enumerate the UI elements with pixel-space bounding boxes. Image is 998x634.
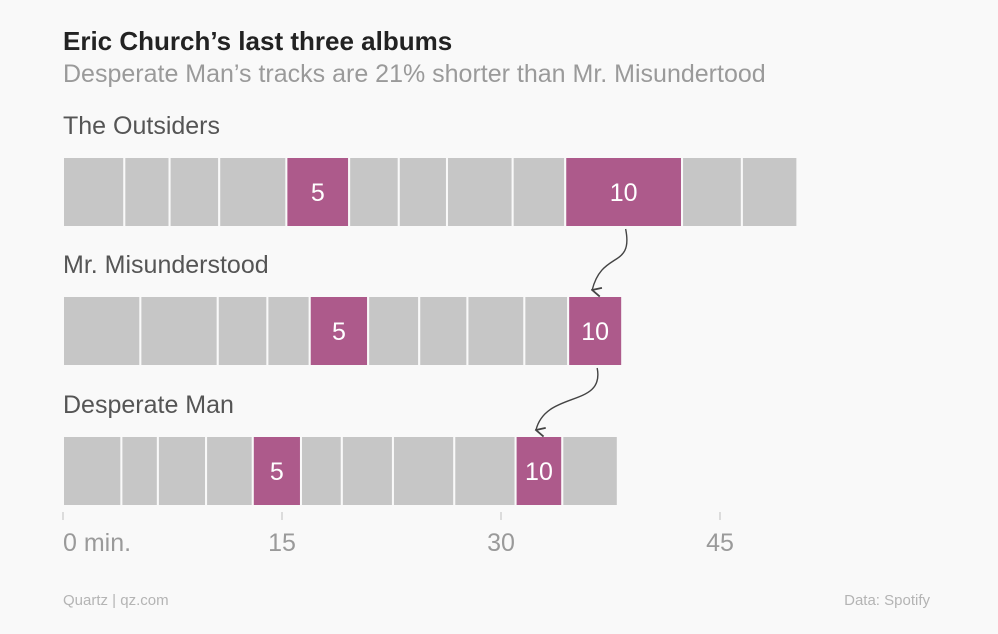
track-segment	[348, 156, 400, 228]
track-segment	[367, 295, 421, 367]
track-segment	[561, 435, 619, 507]
track-segment	[123, 156, 171, 228]
track-segment	[62, 156, 126, 228]
track-segment	[139, 295, 219, 367]
track-segment	[681, 156, 743, 228]
track-number-label: 5	[311, 179, 325, 207]
track-segment	[62, 435, 123, 507]
track-segment	[397, 156, 448, 228]
chart-title: Eric Church’s last three albums	[63, 26, 453, 56]
track-segment	[523, 295, 570, 367]
x-axis-tick-label: 0 min.	[63, 529, 131, 557]
track-segment	[418, 295, 469, 367]
track-number-label: 10	[525, 458, 553, 486]
x-axis-tick-label: 15	[268, 529, 296, 557]
track-segment	[391, 435, 456, 507]
track-segment-highlight	[285, 156, 351, 228]
track-segment	[299, 435, 343, 507]
track-segment-highlight	[514, 435, 564, 507]
track-segment	[62, 295, 142, 367]
album-label: Mr. Misunderstood	[63, 251, 269, 279]
track-number-label: 5	[270, 458, 284, 486]
track-segment	[466, 295, 526, 367]
annotation-arrow	[592, 228, 628, 290]
track-segment-highlight	[251, 435, 302, 507]
track-segment	[216, 295, 269, 367]
album-label: The Outsiders	[63, 112, 220, 140]
data-credit: Data: Spotify	[844, 592, 930, 609]
track-segment	[340, 435, 394, 507]
source-credit: Quartz | qz.com	[63, 592, 169, 609]
annotation-arrow	[536, 367, 599, 430]
track-segment	[511, 156, 567, 228]
track-segment	[218, 156, 288, 228]
track-segment	[168, 156, 221, 228]
track-segment	[120, 435, 159, 507]
x-axis-tick-label: 30	[487, 529, 515, 557]
track-segment	[740, 156, 799, 228]
track-number-label: 10	[581, 318, 609, 346]
track-number-label: 10	[610, 179, 638, 207]
track-segment	[205, 435, 254, 507]
album-label: Desperate Man	[63, 391, 234, 419]
track-segment	[453, 435, 517, 507]
track-number-label: 5	[332, 318, 346, 346]
track-segment	[445, 156, 514, 228]
chart-subtitle: Desperate Man’s tracks are 21% shorter t…	[63, 60, 766, 88]
track-segment	[266, 295, 311, 367]
track-segment	[156, 435, 208, 507]
x-axis-tick-label: 45	[706, 529, 734, 557]
